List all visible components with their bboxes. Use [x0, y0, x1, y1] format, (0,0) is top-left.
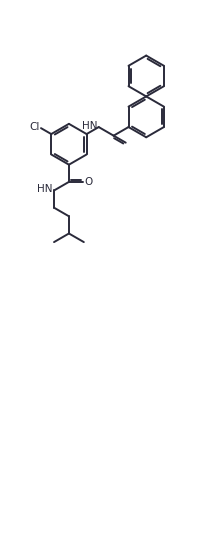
Text: HN: HN [82, 121, 98, 131]
Text: O: O [85, 177, 93, 187]
Text: Cl: Cl [29, 122, 39, 132]
Text: HN: HN [37, 184, 53, 195]
